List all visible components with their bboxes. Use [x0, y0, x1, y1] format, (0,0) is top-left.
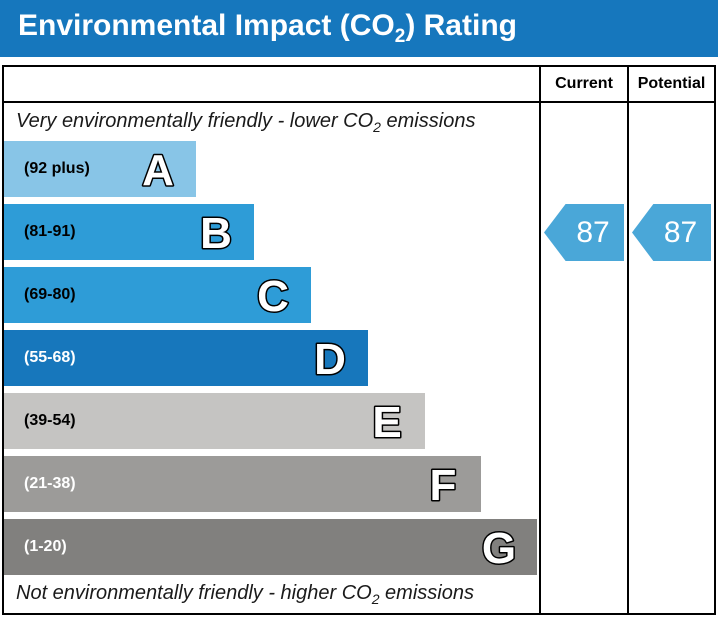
rating-band: (55-68) D — [4, 330, 368, 386]
current-score-cell: 87 — [539, 103, 627, 613]
band-range-label: (55-68) — [24, 349, 76, 366]
svg-text:E: E — [372, 398, 401, 446]
svg-text:F: F — [430, 461, 457, 509]
potential-rating-value: 87 — [663, 215, 698, 249]
title-subscript: 2 — [394, 26, 406, 47]
page-title: Environmental Impact (CO2) Rating — [18, 9, 517, 47]
band-letter: E — [371, 397, 403, 447]
band-range-label: (1-20) — [24, 538, 67, 555]
svg-text:D: D — [314, 335, 346, 383]
rating-band: (81-91) B — [4, 204, 254, 260]
svg-text:C: C — [257, 272, 289, 320]
rating-band: (69-80) C — [4, 267, 311, 323]
band-letter: A — [141, 145, 176, 195]
table-header-row: Current Potential — [4, 67, 714, 103]
potential-score-cell: 87 — [627, 103, 714, 613]
svg-text:B: B — [200, 209, 232, 257]
band-letter: D — [313, 334, 348, 384]
band-letter: F — [428, 460, 458, 510]
band-range-label: (21-38) — [24, 475, 76, 492]
current-rating-arrow: 87 — [544, 204, 624, 261]
band-range-label: (69-80) — [24, 286, 76, 303]
band-range-label: (81-91) — [24, 223, 76, 240]
header-spacer-cell — [4, 67, 539, 101]
rating-band: (1-20) G — [4, 519, 537, 575]
band-letter: G — [480, 523, 517, 573]
potential-rating-arrow: 87 — [632, 204, 711, 261]
band-range-label: (39-54) — [24, 412, 76, 429]
rating-bands: (92 plus) A (81-91) B (69-80) C (55-68) … — [4, 141, 539, 575]
rating-scale-area: Very environmentally friendly - lower CO… — [4, 103, 539, 613]
bottom-note-text: Not environmentally friendly - higher CO… — [16, 581, 474, 607]
svg-text:G: G — [482, 524, 516, 572]
rating-band: (39-54) E — [4, 393, 425, 449]
rating-table: Current Potential Very environmentally f… — [2, 65, 716, 615]
rating-band: (21-38) F — [4, 456, 481, 512]
band-letter: C — [256, 271, 291, 321]
band-letter: B — [199, 208, 234, 258]
rating-band: (92 plus) A — [4, 141, 196, 197]
svg-text:A: A — [142, 146, 174, 194]
top-note-text: Very environmentally friendly - lower CO… — [16, 109, 476, 135]
chart-title-bar: Environmental Impact (CO2) Rating — [0, 0, 718, 57]
potential-column-header: Potential — [627, 67, 714, 101]
current-column-header: Current — [539, 67, 627, 101]
current-rating-value: 87 — [576, 215, 610, 249]
table-body: Very environmentally friendly - lower CO… — [4, 103, 714, 613]
band-range-label: (92 plus) — [24, 160, 90, 177]
bottom-note: Not environmentally friendly - higher CO… — [4, 575, 539, 613]
top-note: Very environmentally friendly - lower CO… — [4, 103, 539, 141]
